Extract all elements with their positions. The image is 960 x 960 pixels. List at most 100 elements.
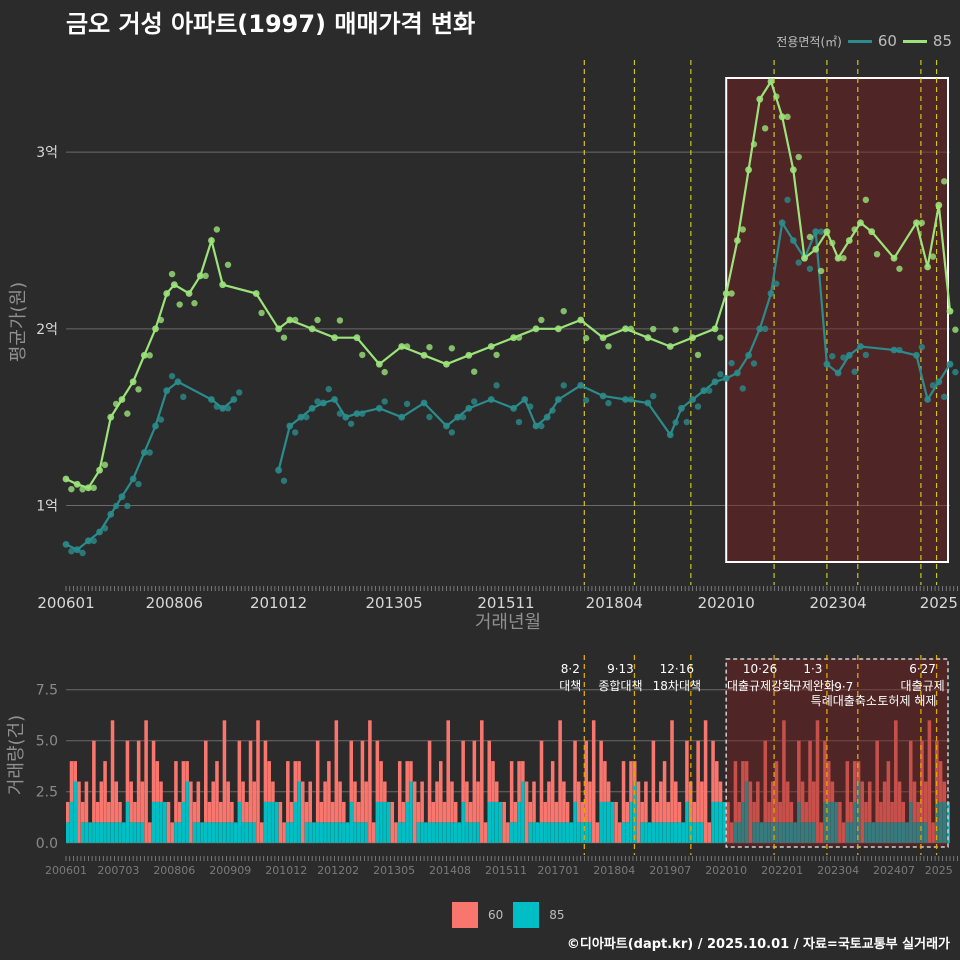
bar-85 (107, 822, 111, 843)
bar-60 (245, 801, 249, 823)
bar-85 (114, 822, 119, 843)
bar-85 (401, 822, 406, 843)
bar-85 (110, 822, 115, 843)
y-axis-title: 평균가(원) (8, 282, 29, 362)
bar-60 (77, 781, 81, 843)
x-tick-label: 201511 (477, 594, 534, 612)
series-point-85 (817, 267, 825, 275)
series-point-60 (806, 265, 814, 272)
series-point-85 (918, 219, 926, 227)
series-point-85 (515, 334, 523, 341)
series-point-85 (112, 400, 120, 408)
bar-85 (666, 822, 671, 843)
series-point-85 (176, 301, 183, 308)
series-point-60 (946, 360, 954, 368)
bar-60 (401, 801, 406, 823)
series-point-60 (353, 410, 361, 418)
series-point-85 (185, 290, 193, 297)
bar-85 (539, 822, 544, 843)
series-point-60 (319, 399, 327, 407)
bar-60 (513, 801, 518, 823)
x-tick-label: 2025 (925, 864, 953, 877)
series-point-60 (342, 413, 350, 421)
bar-85 (435, 822, 439, 843)
series-point-85 (650, 325, 657, 333)
bar-85 (562, 822, 566, 843)
series-point-85 (403, 343, 411, 350)
bar-60 (629, 761, 633, 802)
series-point-60 (767, 290, 775, 297)
series-point-85 (778, 113, 786, 121)
bar-85 (174, 822, 178, 843)
x-tick-label: 200601 (37, 594, 94, 612)
series-point-60 (325, 385, 332, 393)
bar-60 (315, 740, 320, 823)
series-point-60 (582, 397, 590, 404)
bar-60 (237, 740, 242, 802)
series-point-85 (845, 237, 853, 244)
bar-60 (286, 761, 290, 823)
series-point-85 (622, 325, 629, 333)
bar-60 (703, 720, 708, 843)
series-point-60 (829, 353, 836, 360)
bar-85 (162, 801, 167, 843)
bar-85 (733, 822, 738, 843)
series-point-60 (538, 422, 545, 430)
bar-85 (640, 822, 644, 843)
bar-60 (830, 781, 835, 802)
series-point-85 (935, 201, 943, 209)
series-point-60 (845, 351, 853, 359)
bar-85 (834, 801, 838, 843)
x-tick-label: 201305 (365, 594, 422, 612)
bar-60 (364, 781, 368, 823)
bar-60 (494, 781, 499, 802)
bar-85 (741, 801, 745, 843)
series-point-85 (840, 254, 847, 262)
series-point-60 (359, 410, 366, 417)
bar-60 (177, 801, 182, 823)
x-tick-label: 200703 (97, 864, 139, 877)
bar-60 (532, 781, 536, 823)
bar-60 (185, 761, 189, 782)
series-point-85 (68, 485, 75, 493)
bar-85 (345, 822, 350, 843)
series-point-85 (465, 351, 473, 359)
bar-60 (338, 781, 342, 823)
bar-60 (125, 740, 130, 802)
bar-60 (483, 822, 488, 843)
series-point-85 (398, 343, 406, 350)
series-point-60 (554, 396, 562, 403)
bar-60 (438, 761, 443, 823)
bar-60 (159, 781, 163, 802)
bar-85 (491, 801, 495, 843)
bar-85 (349, 801, 354, 843)
x-tick-label: 201012 (265, 864, 307, 877)
series-point-85 (694, 351, 702, 359)
series-point-60 (778, 219, 786, 227)
bar-85 (647, 822, 652, 843)
series-point-85 (170, 281, 178, 289)
series-point-85 (101, 461, 109, 469)
bar-85 (804, 822, 809, 843)
x-tick-label: 202304 (809, 594, 866, 612)
series-point-85 (666, 343, 674, 350)
series-point-85 (471, 368, 478, 375)
annotation-label: 특례대출축소 (811, 694, 877, 708)
series-point-60 (487, 396, 495, 403)
bar-85 (420, 822, 424, 843)
bar-60 (218, 801, 223, 823)
series-point-85 (124, 410, 131, 417)
x-tick-label: 201012 (250, 594, 307, 612)
bar-85 (677, 822, 682, 843)
bar-60 (938, 761, 943, 802)
bar-85 (662, 822, 667, 843)
series-point-85 (554, 325, 562, 333)
y-tick-label: 3억 (36, 145, 58, 161)
bar-85 (84, 822, 89, 843)
bar-60 (599, 740, 603, 802)
series-point-85 (129, 378, 137, 386)
bar-60 (282, 822, 286, 843)
bar-60 (383, 781, 387, 802)
bar-85 (711, 801, 715, 843)
series-point-60 (219, 404, 227, 412)
